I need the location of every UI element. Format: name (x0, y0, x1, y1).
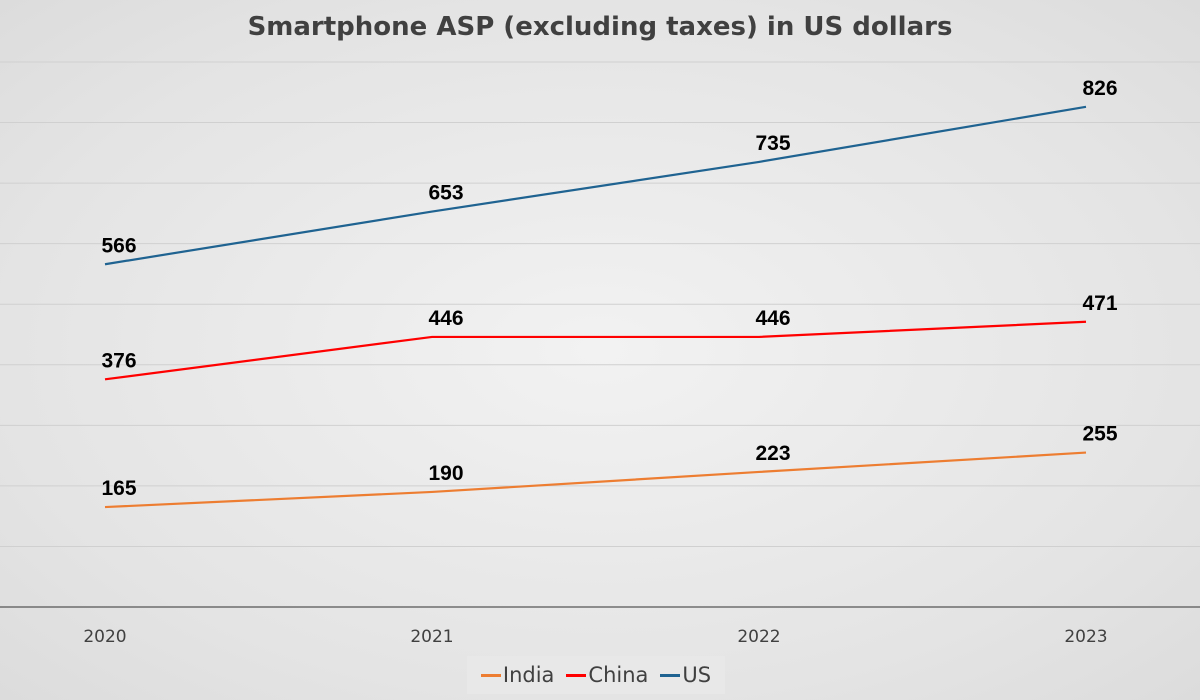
legend-label: US (682, 663, 712, 687)
x-tick-label: 2022 (737, 627, 780, 647)
data-label: 566 (101, 234, 136, 257)
x-tick-label: 2020 (83, 627, 126, 647)
x-tick-label: 2023 (1064, 627, 1107, 647)
legend: India China US (467, 656, 725, 694)
legend-label: India (502, 663, 555, 687)
series-line-china (104, 320, 1087, 381)
data-label: 223 (755, 442, 790, 465)
x-tick-label: 2021 (410, 627, 453, 647)
legend-item-china: China (566, 663, 648, 687)
legend-item-india: India (480, 663, 555, 687)
data-label: 826 (1082, 77, 1117, 100)
data-label: 446 (428, 307, 463, 330)
data-label: 471 (1082, 292, 1117, 315)
data-label: 255 (1082, 423, 1117, 446)
series-line-india (104, 451, 1087, 509)
legend-swatch (660, 673, 681, 677)
data-label: 735 (755, 132, 790, 155)
data-label: 376 (101, 349, 136, 372)
data-label: 190 (428, 462, 463, 485)
series-line-us (104, 105, 1087, 266)
chart-title: Smartphone ASP (excluding taxes) in US d… (247, 12, 953, 42)
data-label: 165 (101, 477, 136, 500)
legend-swatch (566, 673, 587, 677)
legend-swatch (480, 673, 501, 677)
data-label: 446 (755, 307, 790, 330)
data-label: 653 (428, 182, 463, 205)
legend-item-us: US (660, 663, 711, 687)
legend-label: China (588, 663, 649, 687)
